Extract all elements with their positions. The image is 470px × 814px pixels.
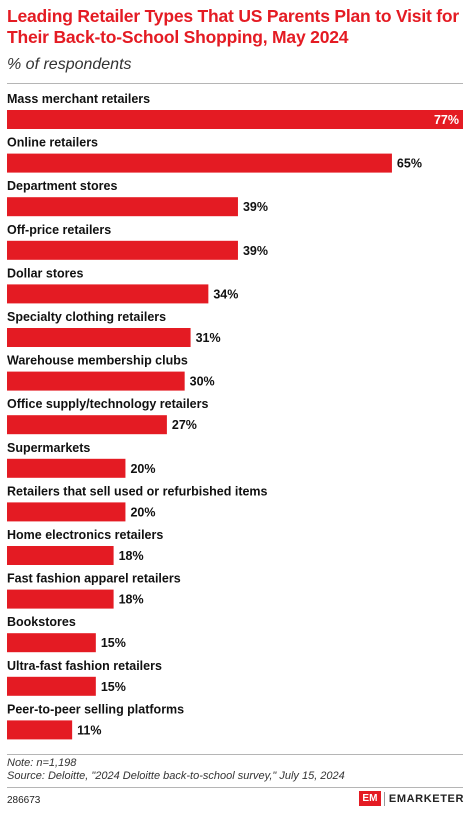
value-label: 15% bbox=[101, 636, 126, 650]
value-label: 31% bbox=[196, 331, 221, 345]
value-label: 15% bbox=[101, 680, 126, 694]
value-label: 30% bbox=[190, 375, 215, 389]
category-label: Office supply/technology retailers bbox=[7, 397, 208, 411]
bar bbox=[7, 328, 191, 347]
chart-source: Source: Deloitte, "2024 Deloitte back-to… bbox=[7, 770, 345, 782]
header-divider bbox=[7, 83, 463, 84]
bar bbox=[7, 153, 392, 173]
value-label: 20% bbox=[130, 505, 155, 519]
category-label: Dollar stores bbox=[7, 266, 83, 280]
category-label: Specialty clothing retailers bbox=[7, 310, 166, 324]
bar bbox=[7, 284, 209, 304]
bar bbox=[7, 240, 238, 260]
category-label: Fast fashion apparel retailers bbox=[7, 572, 181, 586]
category-label: Department stores bbox=[7, 179, 117, 193]
value-label: 39% bbox=[243, 244, 268, 258]
chart-subtitle: % of respondents bbox=[7, 56, 132, 73]
category-label: Warehouse membership clubs bbox=[7, 354, 188, 368]
category-label: Supermarkets bbox=[7, 441, 90, 455]
bar bbox=[7, 197, 238, 217]
chart-note: Note: n=1,198 bbox=[7, 757, 77, 769]
bar bbox=[7, 502, 126, 522]
chart-id: 286673 bbox=[7, 795, 41, 806]
value-label: 20% bbox=[130, 462, 155, 476]
category-label: Ultra-fast fashion retailers bbox=[7, 659, 162, 673]
value-label: 27% bbox=[172, 418, 197, 432]
chart-title: Leading Retailer Types That US Parents P… bbox=[7, 6, 460, 47]
category-label: Mass merchant retailers bbox=[7, 92, 150, 106]
bar bbox=[7, 371, 185, 391]
bar bbox=[7, 458, 126, 478]
category-label: Online retailers bbox=[7, 136, 98, 150]
bar bbox=[7, 415, 167, 435]
bar bbox=[7, 633, 96, 653]
value-label: 34% bbox=[213, 287, 238, 301]
category-label: Retailers that sell used or refurbished … bbox=[7, 484, 268, 498]
value-label: 39% bbox=[243, 200, 268, 214]
bar bbox=[7, 720, 73, 740]
category-label: Off-price retailers bbox=[7, 223, 111, 237]
emarketer-logo: EM EMARKETER bbox=[358, 791, 464, 806]
category-label: Peer-to-peer selling platforms bbox=[7, 702, 184, 716]
emarketer-logo-mark: EM bbox=[358, 791, 381, 806]
bar bbox=[7, 589, 114, 609]
value-label: 65% bbox=[397, 157, 422, 171]
value-label: 18% bbox=[119, 549, 144, 563]
bar bbox=[7, 546, 114, 565]
value-label: 18% bbox=[119, 593, 144, 607]
category-label: Home electronics retailers bbox=[7, 528, 163, 542]
category-label: Bookstores bbox=[7, 615, 76, 629]
bar bbox=[7, 110, 463, 129]
footer-divider bbox=[7, 754, 463, 755]
emarketer-wordmark: EMARKETER bbox=[388, 792, 464, 805]
source-divider bbox=[7, 787, 463, 788]
logo-separator bbox=[383, 791, 385, 806]
value-label: 77% bbox=[434, 113, 459, 127]
bar bbox=[7, 676, 96, 696]
value-label: 11% bbox=[77, 723, 101, 737]
